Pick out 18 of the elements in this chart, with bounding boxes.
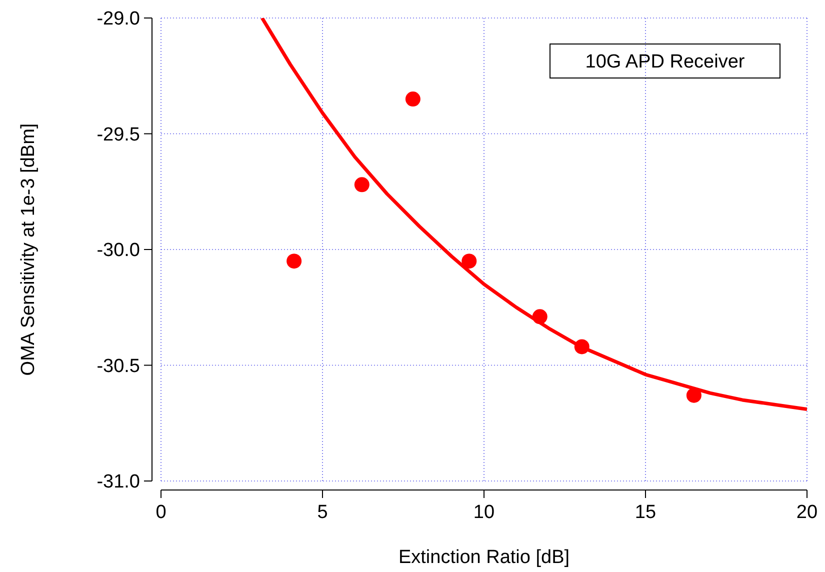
line-series (260, 18, 807, 411)
x-tick-label: 15 (634, 502, 656, 523)
x-tick-label: 20 (796, 502, 818, 523)
point (286, 254, 302, 269)
y-tick-label: -31.0 (96, 472, 140, 493)
annotation: 10G APD Receiver (585, 52, 746, 73)
point (405, 92, 420, 107)
y-tick-label: -29.5 (96, 124, 140, 146)
point (462, 254, 477, 269)
x-tick-label: 10 (473, 502, 495, 523)
y-axis-title: OMA Sensitivity at 1e-3 [dBm] (18, 123, 39, 376)
x-tick-label: 0 (156, 502, 166, 523)
y-tick-label: -30.0 (96, 240, 140, 262)
y-tick-label: -30.5 (96, 356, 140, 377)
point (354, 177, 370, 192)
x-axis-title: Extinction Ratio [dB] (398, 547, 570, 568)
y-tick-label: -29.0 (96, 8, 140, 30)
x-tick-label: 5 (317, 502, 328, 523)
